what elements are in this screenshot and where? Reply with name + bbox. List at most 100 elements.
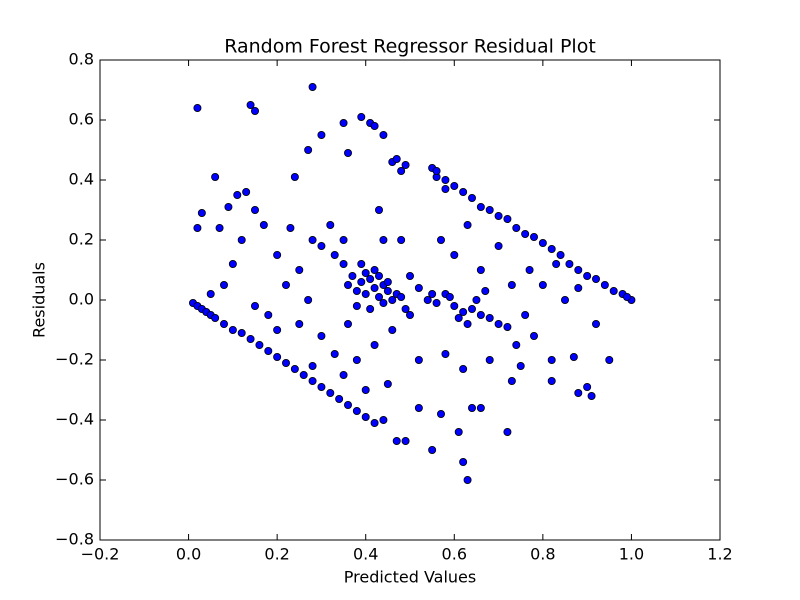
point bbox=[290, 172, 299, 181]
point bbox=[211, 172, 220, 181]
point bbox=[308, 83, 317, 92]
point bbox=[436, 235, 445, 244]
point bbox=[370, 122, 379, 131]
point bbox=[339, 370, 348, 379]
point bbox=[339, 235, 348, 244]
point bbox=[281, 280, 290, 289]
point bbox=[361, 268, 370, 277]
point bbox=[467, 304, 476, 313]
point bbox=[397, 235, 406, 244]
point bbox=[565, 259, 574, 268]
point bbox=[405, 310, 414, 319]
point bbox=[441, 349, 450, 358]
point bbox=[476, 202, 485, 211]
point bbox=[379, 235, 388, 244]
point bbox=[273, 325, 282, 334]
point bbox=[308, 235, 317, 244]
point bbox=[343, 148, 352, 157]
y-tick-label: −0.2 bbox=[55, 350, 94, 369]
point bbox=[206, 289, 215, 298]
x-tick-label: 0.8 bbox=[530, 545, 555, 564]
point bbox=[290, 364, 299, 373]
point bbox=[445, 292, 454, 301]
point bbox=[556, 250, 565, 259]
x-tick-label: 0.6 bbox=[442, 545, 467, 564]
point bbox=[454, 313, 463, 322]
point bbox=[561, 295, 570, 304]
point bbox=[352, 406, 361, 415]
point bbox=[397, 166, 406, 175]
point bbox=[379, 130, 388, 139]
point bbox=[273, 352, 282, 361]
point bbox=[326, 220, 335, 229]
point bbox=[242, 187, 251, 196]
point bbox=[317, 331, 326, 340]
y-tick-label: 0.0 bbox=[69, 290, 94, 309]
point bbox=[379, 298, 388, 307]
point bbox=[476, 403, 485, 412]
point bbox=[392, 436, 401, 445]
point bbox=[308, 376, 317, 385]
point bbox=[428, 445, 437, 454]
point bbox=[335, 394, 344, 403]
point bbox=[330, 250, 339, 259]
x-tick-label: 1.0 bbox=[619, 545, 644, 564]
point bbox=[441, 184, 450, 193]
point bbox=[330, 349, 339, 358]
point bbox=[459, 187, 468, 196]
point bbox=[423, 295, 432, 304]
point bbox=[414, 403, 423, 412]
point bbox=[197, 208, 206, 217]
point bbox=[383, 286, 392, 295]
point bbox=[388, 295, 397, 304]
x-tick-label: 0.2 bbox=[264, 545, 289, 564]
x-tick-label: 1.2 bbox=[707, 545, 732, 564]
point bbox=[374, 205, 383, 214]
y-tick-label: −0.6 bbox=[55, 470, 94, 489]
point bbox=[397, 292, 406, 301]
point bbox=[547, 355, 556, 364]
point bbox=[574, 388, 583, 397]
point bbox=[530, 331, 539, 340]
point bbox=[623, 292, 632, 301]
point bbox=[357, 113, 366, 122]
point bbox=[401, 436, 410, 445]
point bbox=[547, 244, 556, 253]
point bbox=[352, 301, 361, 310]
point bbox=[379, 415, 388, 424]
chart-title: Random Forest Regressor Residual Plot bbox=[224, 36, 596, 58]
point bbox=[494, 211, 503, 220]
point bbox=[343, 400, 352, 409]
point bbox=[357, 259, 366, 268]
point bbox=[463, 475, 472, 484]
point bbox=[304, 145, 313, 154]
point bbox=[370, 283, 379, 292]
point bbox=[600, 280, 609, 289]
point bbox=[361, 385, 370, 394]
point bbox=[538, 238, 547, 247]
point bbox=[454, 427, 463, 436]
point bbox=[467, 193, 476, 202]
point bbox=[259, 220, 268, 229]
y-tick-label: −0.8 bbox=[55, 530, 94, 549]
point bbox=[264, 346, 273, 355]
point bbox=[507, 280, 516, 289]
point bbox=[286, 223, 295, 232]
point bbox=[374, 292, 383, 301]
point bbox=[361, 412, 370, 421]
point bbox=[295, 319, 304, 328]
point bbox=[193, 104, 202, 113]
point bbox=[450, 181, 459, 190]
point bbox=[304, 295, 313, 304]
point bbox=[366, 304, 375, 313]
point bbox=[317, 130, 326, 139]
y-tick-label: 0.6 bbox=[69, 110, 94, 129]
point bbox=[485, 205, 494, 214]
point bbox=[246, 334, 255, 343]
point bbox=[503, 427, 512, 436]
point bbox=[281, 358, 290, 367]
point bbox=[246, 101, 255, 110]
point bbox=[343, 319, 352, 328]
point bbox=[494, 319, 503, 328]
